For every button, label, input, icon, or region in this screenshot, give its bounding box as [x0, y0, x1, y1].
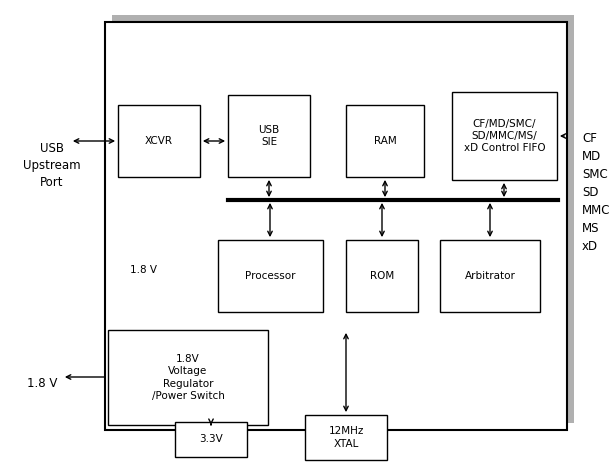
Bar [346, 105, 424, 177]
Bar [452, 92, 557, 180]
Bar [118, 105, 200, 177]
Text: Processor: Processor [245, 271, 296, 281]
Bar [108, 330, 268, 425]
Text: 12MHz
XTAL: 12MHz XTAL [328, 426, 364, 449]
Text: 3.3V: 3.3V [199, 434, 223, 445]
Text: ROM: ROM [370, 271, 394, 281]
Bar [305, 415, 387, 460]
Text: CF/MD/SMC/
SD/MMC/MS/
xD Control FIFO: CF/MD/SMC/ SD/MMC/MS/ xD Control FIFO [464, 118, 545, 154]
Text: USB
Upstream
Port: USB Upstream Port [23, 142, 81, 189]
Text: 1.8 V: 1.8 V [27, 377, 57, 390]
Text: 1.8V
Voltage
Regulator
/Power Switch: 1.8V Voltage Regulator /Power Switch [152, 354, 224, 401]
Text: 1.8 V: 1.8 V [130, 265, 157, 275]
Text: CF
MD
SMC
SD
MMC
MS
xD: CF MD SMC SD MMC MS xD [582, 132, 610, 253]
Text: XCVR: XCVR [145, 136, 173, 146]
Bar [440, 240, 540, 312]
Bar [346, 240, 418, 312]
Text: Arbitrator: Arbitrator [464, 271, 516, 281]
Text: USB
SIE: USB SIE [258, 125, 280, 147]
Bar [105, 22, 567, 430]
Text: RAM: RAM [373, 136, 397, 146]
Bar [112, 15, 574, 423]
Bar [218, 240, 323, 312]
Bar [228, 95, 310, 177]
Bar [175, 422, 247, 457]
